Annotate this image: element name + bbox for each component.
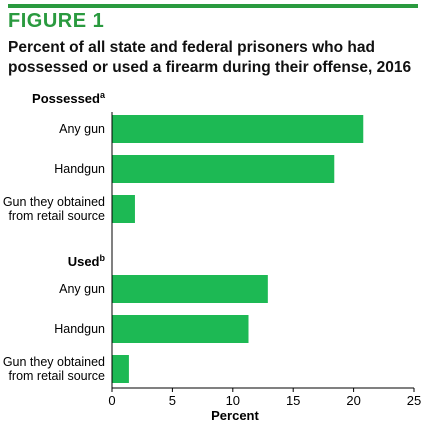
bar-label: Handgun	[54, 322, 105, 336]
bar	[112, 275, 268, 303]
chart-title: Percent of all state and federal prisone…	[8, 39, 412, 76]
bar-label: Handgun	[54, 162, 105, 176]
bar-label: Any gun	[59, 282, 105, 296]
x-axis-title: Percent	[211, 408, 259, 423]
bar	[112, 355, 129, 383]
group-label: Possesseda	[32, 90, 106, 106]
x-tick-label: 10	[226, 393, 240, 408]
group-label-superscript: b	[100, 253, 106, 263]
bar-label: Any gun	[59, 122, 105, 136]
bar	[112, 195, 135, 223]
bar	[112, 115, 364, 143]
group-label: Usedb	[68, 253, 106, 269]
figure-top-rule	[8, 4, 418, 8]
bar	[112, 155, 335, 183]
bar-label: from retail source	[8, 209, 105, 223]
figure-label: FIGURE 1	[8, 10, 105, 32]
x-tick-label: 0	[108, 393, 115, 408]
bar-label: from retail source	[8, 369, 105, 383]
bar-label: Gun they obtained	[3, 195, 105, 209]
bar-label: Gun they obtained	[3, 355, 105, 369]
group-label-superscript: a	[100, 90, 106, 100]
x-tick-label: 20	[346, 393, 360, 408]
x-tick-label: 15	[286, 393, 300, 408]
bar	[112, 315, 249, 343]
x-tick-label: 5	[169, 393, 176, 408]
x-tick-label: 25	[407, 393, 421, 408]
